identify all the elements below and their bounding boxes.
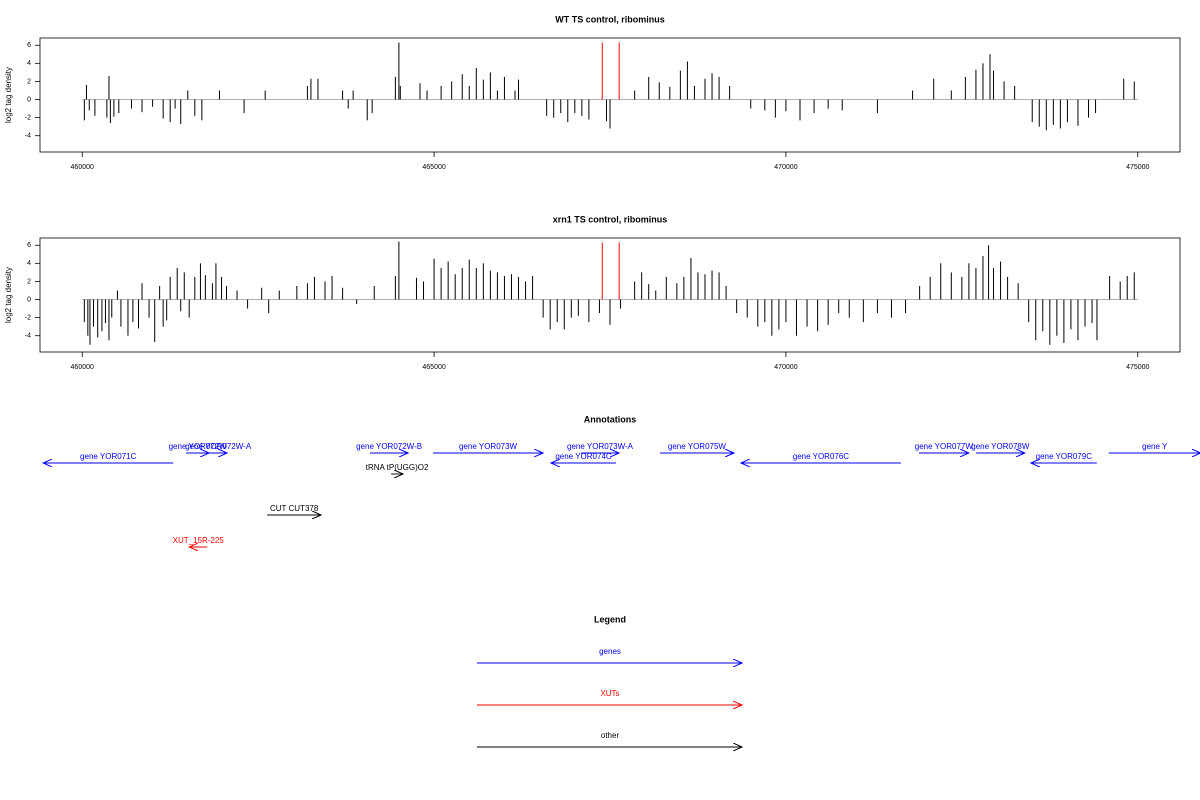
- feature-label: gene YOR077W: [915, 442, 974, 451]
- feature-label: gene YOR072W-B: [356, 442, 422, 451]
- y-axis-label: log2 tag density: [4, 67, 13, 123]
- plot-frame: [39, 237, 1181, 353]
- x-tick-label: 465000: [422, 364, 445, 371]
- feature-label: gene YOR072W: [169, 442, 228, 451]
- y-axis-label: log2 tag density: [4, 267, 13, 323]
- chart-title: xrn1 TS control, ribominus: [553, 214, 668, 224]
- y-tick-label: 6: [27, 42, 31, 49]
- feature-label: gene YOR078W: [971, 442, 1030, 451]
- feature-label: gene YOR079C: [1036, 452, 1093, 461]
- y-tick-label: -4: [25, 133, 31, 140]
- x-tick-label: 475000: [1126, 364, 1149, 371]
- legend-title: Legend: [594, 614, 626, 624]
- x-tick-label: 460000: [71, 164, 94, 171]
- x-tick-label: 465000: [422, 164, 445, 171]
- x-tick-label: 470000: [774, 164, 797, 171]
- feature-label: gene YOR073W: [459, 442, 518, 451]
- feature-label: gene YOR073W-A: [567, 442, 634, 451]
- y-tick-label: 4: [27, 60, 31, 67]
- feature-label: gene YOR076C: [793, 452, 850, 461]
- y-tick-label: -2: [25, 314, 31, 321]
- chart-title: WT TS control, ribominus: [555, 14, 665, 24]
- annotations-title: Annotations: [584, 414, 637, 424]
- feature-label: tRNA tP(UGG)O2: [366, 463, 429, 472]
- feature-label: gene YOR071C: [80, 452, 137, 461]
- y-tick-label: 6: [27, 242, 31, 249]
- x-tick-label: 475000: [1126, 164, 1149, 171]
- legend-label: XUTs: [600, 689, 619, 698]
- feature-label: gene YOR074C: [555, 452, 612, 461]
- y-tick-label: 2: [27, 78, 31, 85]
- y-tick-label: 2: [27, 278, 31, 285]
- y-tick-label: 0: [27, 296, 31, 303]
- y-tick-label: -4: [25, 333, 31, 340]
- plot-frame: [39, 37, 1181, 153]
- legend-label: other: [601, 731, 620, 740]
- legend-label: genes: [599, 647, 621, 656]
- y-tick-label: 0: [27, 96, 31, 103]
- feature-label: XUT_15R-225: [173, 536, 225, 545]
- feature-label: gene YOR072W-A: [185, 442, 252, 451]
- feature-label: gene YOR075W: [668, 442, 727, 451]
- x-tick-label: 470000: [774, 364, 797, 371]
- y-tick-label: -2: [25, 114, 31, 121]
- y-tick-label: 4: [27, 260, 31, 267]
- feature-label: gene Y: [1142, 442, 1168, 451]
- feature-label: CUT CUT378: [270, 504, 319, 513]
- x-tick-label: 460000: [71, 364, 94, 371]
